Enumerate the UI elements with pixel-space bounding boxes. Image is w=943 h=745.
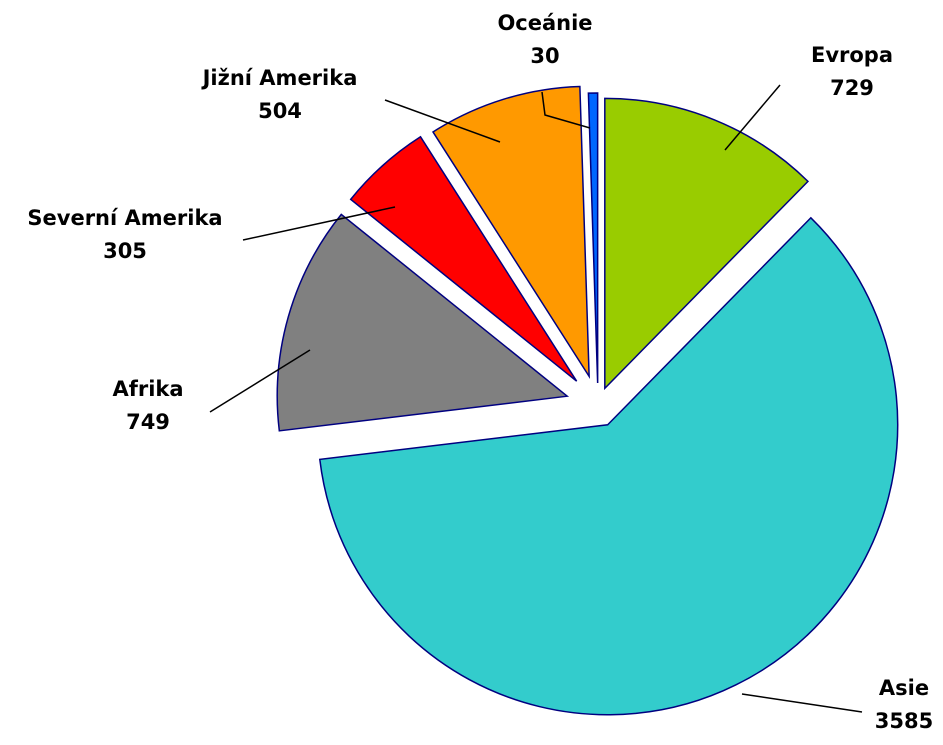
slice-label-name: Asie [879, 676, 929, 700]
slice-label-name: Oceánie [497, 11, 592, 35]
pie-slice-afrika [276, 213, 570, 432]
leader-line [209, 349, 311, 413]
slice-label-value: 30 [530, 44, 559, 68]
pie-slice-ji-n-amerika [431, 85, 590, 380]
slice-label-value: 749 [126, 410, 170, 434]
slice-label-name: Evropa [811, 43, 893, 67]
pie-slice-evropa [604, 97, 810, 391]
slice-label-name: Severní Amerika [27, 206, 222, 230]
slice-label-value: 305 [103, 239, 147, 263]
leader-line [384, 99, 501, 143]
leader-line [541, 91, 591, 129]
pie-slice-asie [318, 216, 899, 716]
slice-label-name: Jižní Amerika [201, 66, 358, 90]
slice-label-value: 3585 [875, 709, 933, 733]
slice-label-value: 729 [830, 76, 874, 100]
pie-slices [276, 85, 899, 716]
leader-line [741, 693, 863, 713]
slice-label-name: Afrika [112, 377, 183, 401]
leader-line [724, 84, 781, 151]
leader-lines [209, 84, 863, 713]
leader-line [242, 206, 396, 241]
slice-labels: Evropa 729 Asie 3585 Afrika 749 Severní Amerik… [27, 11, 933, 733]
pie-slice-severn-amerika [349, 135, 578, 382]
pie-slice-oce-nie [587, 92, 599, 384]
slice-label-value: 504 [258, 99, 302, 123]
